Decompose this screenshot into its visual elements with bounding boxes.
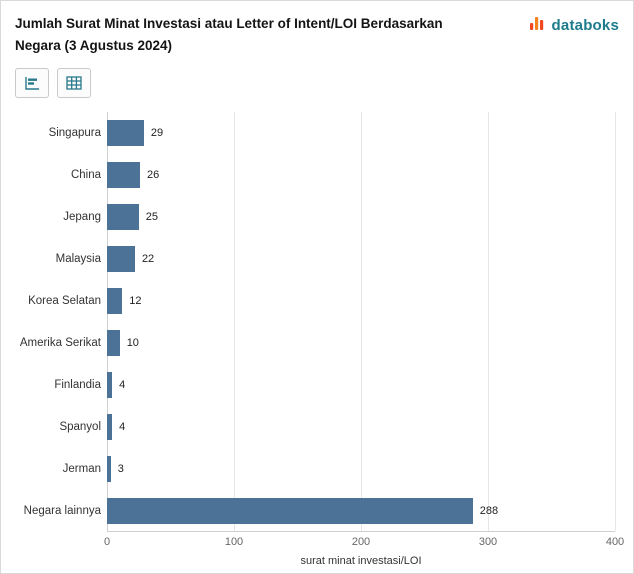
bar-zone: 4 bbox=[107, 414, 615, 441]
bar[interactable] bbox=[107, 246, 135, 273]
value-label: 12 bbox=[129, 295, 142, 308]
gridlines bbox=[107, 112, 616, 533]
bar-zone: 29 bbox=[107, 120, 615, 147]
bar-chart-icon bbox=[24, 76, 41, 91]
value-label: 29 bbox=[150, 127, 164, 140]
bar-row: Malaysia 22 bbox=[15, 238, 615, 280]
value-label: 288 bbox=[479, 505, 499, 518]
bar-row: Spanyol 4 bbox=[15, 406, 615, 448]
value-label: 10 bbox=[126, 337, 139, 350]
databoks-logo[interactable]: databoks bbox=[529, 15, 619, 36]
category-label: Finlandia bbox=[54, 379, 101, 392]
bar-row: China 26 bbox=[15, 154, 615, 196]
category-label: Malaysia bbox=[55, 253, 101, 266]
gridline bbox=[488, 112, 489, 532]
chart-view-button[interactable] bbox=[15, 68, 49, 99]
bar[interactable] bbox=[107, 162, 141, 189]
databoks-bars-icon bbox=[529, 15, 547, 36]
header: Jumlah Surat Minat Investasi atau Letter… bbox=[1, 1, 633, 60]
bar-row: Jerman 3 bbox=[15, 448, 615, 490]
value-label: 25 bbox=[145, 211, 158, 224]
bar[interactable] bbox=[107, 330, 120, 357]
table-icon bbox=[66, 76, 82, 90]
category-label: Spanyol bbox=[59, 421, 101, 434]
value-label: 4 bbox=[119, 421, 126, 434]
bar-zone: 25 bbox=[107, 204, 615, 231]
category-label: Negara lainnya bbox=[23, 505, 101, 518]
x-tick-label: 100 bbox=[224, 536, 244, 549]
bar-zone: 10 bbox=[107, 330, 615, 357]
category-label: China bbox=[70, 169, 101, 182]
bar[interactable] bbox=[107, 204, 139, 231]
category-label: Korea Selatan bbox=[28, 295, 101, 308]
category-label: Singapura bbox=[48, 127, 101, 140]
gridline bbox=[107, 112, 108, 532]
bar[interactable] bbox=[107, 120, 144, 147]
category-label: Amerika Serikat bbox=[19, 337, 101, 350]
bar-row: Negara lainnya 288 bbox=[15, 490, 615, 532]
x-tick-label: 400 bbox=[605, 536, 625, 549]
bar-zone: 3 bbox=[107, 456, 615, 483]
value-label: 22 bbox=[141, 253, 155, 266]
value-label: 4 bbox=[119, 379, 126, 392]
plot-area: Singapura 29 China 26 Jepang 25 Malaysia 22 Kore… bbox=[15, 112, 616, 533]
x-tick-label: 300 bbox=[478, 536, 498, 549]
value-label: 26 bbox=[147, 169, 160, 182]
bar[interactable] bbox=[107, 456, 111, 483]
x-tick-label: 0 bbox=[103, 536, 111, 549]
bar-rows: Singapura 29 China 26 Jepang 25 Malaysia 22 Kore… bbox=[15, 112, 615, 532]
gridline bbox=[234, 112, 235, 532]
x-axis: 0 100 200 300 400 bbox=[103, 532, 624, 550]
x-axis-label: surat minat investasi/LOI bbox=[300, 555, 422, 568]
bar[interactable] bbox=[107, 288, 123, 315]
bar[interactable] bbox=[107, 498, 473, 525]
bar[interactable] bbox=[107, 372, 113, 399]
toolbar bbox=[1, 60, 633, 100]
bar-zone: 288 bbox=[107, 498, 615, 525]
bar-zone: 12 bbox=[107, 288, 615, 315]
bar-row: Korea Selatan 12 bbox=[15, 280, 615, 322]
bar-row: Finlandia 4 bbox=[15, 364, 615, 406]
bar-zone: 22 bbox=[107, 246, 615, 273]
gridline bbox=[615, 112, 616, 532]
bar-zone: 26 bbox=[107, 162, 615, 189]
bar-row: Jepang 25 bbox=[15, 196, 615, 238]
value-label: 3 bbox=[117, 463, 124, 476]
category-label: Jerman bbox=[62, 463, 101, 476]
x-tick-label: 200 bbox=[351, 536, 371, 549]
bar-zone: 4 bbox=[107, 372, 615, 399]
table-view-button[interactable] bbox=[57, 68, 91, 99]
gridline bbox=[361, 112, 362, 532]
bar[interactable] bbox=[107, 414, 113, 441]
chart: Singapura 29 China 26 Jepang 25 Malaysia 22 Kore… bbox=[1, 100, 633, 567]
brand-name: databoks bbox=[551, 17, 619, 34]
chart-title: Jumlah Surat Minat Investasi atau Letter… bbox=[15, 16, 443, 53]
bar-row: Singapura 29 bbox=[15, 112, 615, 154]
bar-row: Amerika Serikat 10 bbox=[15, 322, 615, 364]
category-label: Jepang bbox=[63, 211, 101, 224]
